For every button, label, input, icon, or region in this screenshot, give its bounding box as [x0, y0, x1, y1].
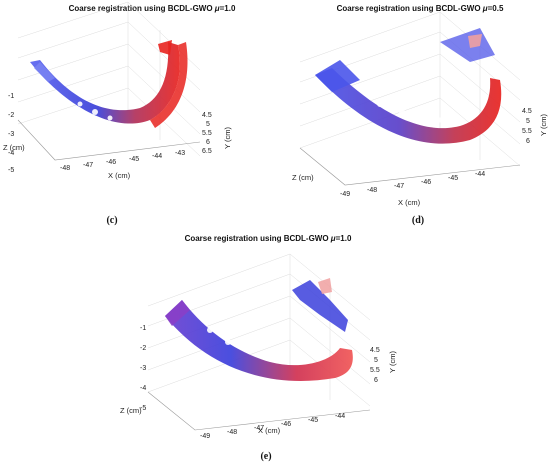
- x-tick: -49: [340, 191, 350, 198]
- x-tick: -46: [281, 421, 291, 428]
- y-tick: 4.5: [522, 108, 532, 115]
- y-tick: 5.5: [370, 367, 380, 374]
- x-tick: -45: [308, 417, 318, 424]
- x-tick: -43: [175, 150, 185, 157]
- x-tick: -48: [227, 429, 237, 436]
- x-tick: -44: [475, 171, 485, 178]
- x-tick: -46: [421, 179, 431, 186]
- z-tick: -1: [8, 93, 14, 100]
- y-ticks-c: 4.5 5 5.5 6 6.5: [202, 112, 212, 155]
- z-tick: -3: [8, 131, 14, 138]
- panel-c: Coarse registration using BCDL-GWO μ=1.0…: [3, 1, 236, 226]
- y-axis-label-d: Y (cm): [539, 114, 548, 136]
- y-tick: 6: [206, 139, 210, 146]
- y-axis-label-c: Y (cm): [223, 127, 232, 149]
- plot-title-e: Coarse registration using BCDL-GWO μ=1.0: [185, 234, 352, 243]
- x-ticks-e: -49 -48 -47 -46 -45 -44: [200, 413, 345, 440]
- x-ticks-d: -49 -48 -47 -46 -45 -44: [340, 171, 485, 198]
- x-axis-label-c: X (cm): [108, 171, 131, 180]
- z-ticks-e: -1 -2 -3 -4 -5: [140, 325, 146, 412]
- x-tick: -45: [448, 175, 458, 182]
- y-tick: 6.5: [202, 148, 212, 155]
- panel-label-e: (e): [260, 451, 271, 462]
- surface-d: [315, 28, 502, 144]
- y-tick: 4.5: [202, 112, 212, 119]
- z-ticks-c: -1 -2 -3 -4 -5: [8, 93, 14, 174]
- x-tick: -45: [129, 156, 139, 163]
- z-tick: -4: [8, 150, 14, 157]
- panel-d: Coarse registration using BCDL-GWO μ=0.5…: [292, 4, 548, 226]
- x-tick: -44: [152, 153, 162, 160]
- frame-d: [299, 147, 521, 186]
- y-tick: 5.5: [522, 128, 532, 135]
- x-tick: -47: [394, 183, 404, 190]
- z-tick: -5: [140, 405, 146, 412]
- x-axis-label-e: X (cm): [258, 426, 281, 435]
- z-tick: -5: [8, 167, 14, 174]
- plot-title-d: Coarse registration using BCDL-GWO μ=0.5: [337, 4, 504, 13]
- surface-e: [165, 278, 353, 381]
- y-tick: 6: [526, 138, 530, 145]
- surface-c: [30, 40, 188, 128]
- y-ticks-d: 4.5 5 5.5 6: [522, 108, 532, 145]
- y-tick: 6: [374, 377, 378, 384]
- y-tick: 5.5: [202, 130, 212, 137]
- z-tick: -1: [140, 325, 146, 332]
- x-tick: -47: [254, 425, 264, 432]
- panel-label-d: (d): [412, 215, 424, 226]
- y-axis-label-e: Y (cm): [388, 351, 397, 373]
- x-tick: -44: [335, 413, 345, 420]
- z-axis-label-e: Z (cm): [120, 406, 142, 415]
- frame-e: [147, 391, 371, 431]
- z-tick: -3: [140, 365, 146, 372]
- x-axis-label-d: X (cm): [398, 198, 421, 207]
- z-axis-label-c: Z (cm): [3, 143, 25, 152]
- z-tick: -2: [8, 112, 14, 119]
- y-ticks-e: 4.5 5 5.5 6: [370, 347, 380, 384]
- frame-c: [17, 119, 201, 161]
- x-tick: -46: [106, 159, 116, 166]
- panel-label-c: (c): [106, 215, 117, 226]
- x-tick: -49: [200, 433, 210, 440]
- y-tick: 5: [206, 121, 210, 128]
- x-ticks-c: -48 -47 -46 -45 -44 -43: [60, 150, 185, 172]
- x-tick: -48: [367, 187, 377, 194]
- panel-e: Coarse registration using BCDL-GWO μ=1.0…: [120, 234, 397, 462]
- y-tick: 4.5: [370, 347, 380, 354]
- z-tick: -2: [140, 345, 146, 352]
- plot-title-c: Coarse registration using BCDL-GWO μ=1.0: [69, 4, 236, 13]
- z-axis-label-d: Z (cm): [292, 173, 314, 182]
- y-tick: 5: [526, 118, 530, 125]
- z-tick: -4: [140, 385, 146, 392]
- x-tick: -47: [83, 162, 93, 169]
- x-tick: -48: [60, 165, 70, 172]
- y-tick: 5: [374, 357, 378, 364]
